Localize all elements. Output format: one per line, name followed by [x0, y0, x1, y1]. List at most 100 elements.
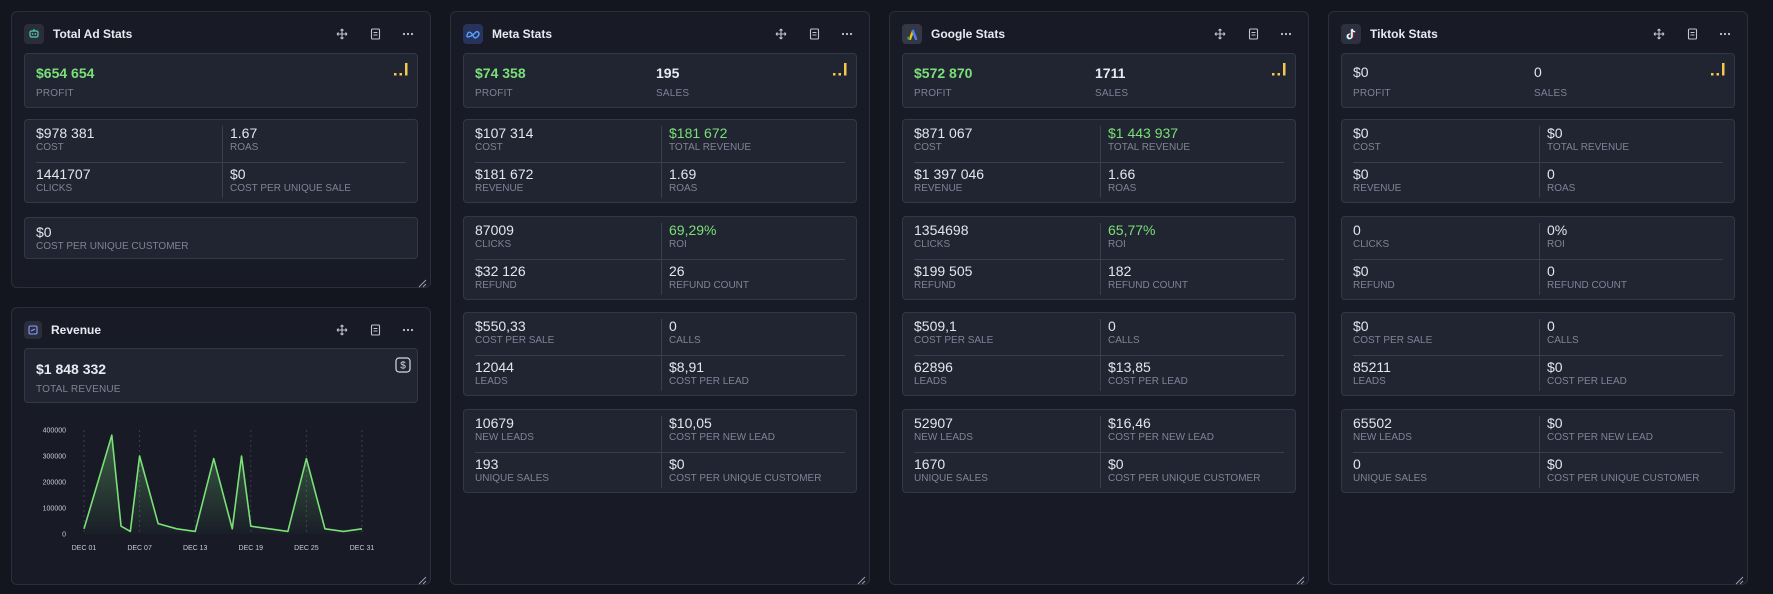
profit-label: PROFIT	[914, 88, 952, 99]
more-icon[interactable]	[1276, 24, 1296, 44]
stat-label: REFUND COUNT	[1108, 280, 1188, 291]
stat-label: REFUND COUNT	[1547, 280, 1627, 291]
x-tick-label: DEC 31	[350, 545, 375, 550]
stat-value: $0	[1353, 166, 1369, 182]
stat-value: 0	[1353, 222, 1361, 238]
more-icon[interactable]	[398, 24, 418, 44]
revenue-chart: 0 100000 200000 300000 400000 DEC 01 DEC 07 DEC…	[43, 428, 375, 551]
panel-header: Tiktok Stats	[1341, 22, 1735, 46]
panel-title: Tiktok Stats	[1370, 27, 1438, 41]
resize-handle-icon[interactable]	[418, 572, 427, 585]
stat-label: COST PER SALE	[475, 335, 555, 346]
stat-label: ROI	[669, 239, 687, 250]
stat-label: CALLS	[669, 335, 701, 346]
document-icon[interactable]	[1243, 24, 1263, 44]
stat-value: $0	[1547, 359, 1563, 375]
stats-card: 52907 NEW LEADS $16,46 COST PER NEW LEAD 167…	[902, 409, 1296, 493]
stat-label: COST PER UNIQUE CUSTOMER	[1108, 473, 1261, 484]
cost-per-unique-customer-label: COST PER UNIQUE CUSTOMER	[36, 241, 189, 252]
stat-label: CLICKS	[1353, 239, 1390, 250]
panel-header: Total Ad Stats	[24, 22, 418, 46]
profit-card: $654 654 PROFIT	[24, 53, 418, 108]
stat-label: ROAS	[1108, 183, 1137, 194]
stats-card: 1354698 CLICKS 65,77% ROI $199 505 REFUND 182 R…	[902, 216, 1296, 300]
dollar-icon: $	[395, 357, 411, 378]
more-icon[interactable]	[1715, 24, 1735, 44]
divider	[1353, 355, 1723, 356]
document-icon[interactable]	[365, 320, 385, 340]
cost-per-unique-sale-label: COST PER UNIQUE SALE	[230, 183, 351, 194]
y-tick-label: 100000	[43, 506, 66, 513]
profit-sales-card: $0 PROFIT 0 SALES	[1341, 53, 1735, 108]
move-icon[interactable]	[332, 24, 352, 44]
stat-value: 10679	[475, 415, 514, 431]
panel-title: Total Ad Stats	[53, 27, 133, 41]
stat-label: UNIQUE SALES	[914, 473, 988, 484]
stat-label: COST PER NEW LEAD	[1108, 432, 1214, 443]
google-ads-logo-icon	[902, 24, 922, 44]
stat-label: COST PER LEAD	[669, 376, 749, 387]
sales-label: SALES	[1095, 88, 1129, 99]
document-icon[interactable]	[804, 24, 824, 44]
divider	[475, 259, 845, 260]
profit-value: $0	[1353, 64, 1369, 80]
stat-label: ROAS	[669, 183, 698, 194]
cost-value: $978 381	[36, 125, 95, 141]
divider	[475, 355, 845, 356]
profit-value: $74 358	[475, 65, 526, 81]
profit-label: PROFIT	[36, 88, 74, 99]
profit-value: $572 870	[914, 65, 973, 81]
more-icon[interactable]	[837, 24, 857, 44]
stat-value: $16,46	[1108, 415, 1151, 431]
stat-value: $1 397 046	[914, 166, 985, 182]
profit-sales-card: $572 870 PROFIT 1711 SALES	[902, 53, 1296, 108]
stat-label: COST PER NEW LEAD	[1547, 432, 1653, 443]
resize-handle-icon[interactable]	[1296, 572, 1305, 585]
stat-value: 0	[1547, 166, 1555, 182]
stat-label: UNIQUE SALES	[475, 473, 549, 484]
stat-value: 0	[1353, 456, 1361, 472]
panel-header: Meta Stats	[463, 22, 857, 46]
clicks-value: 1441707	[36, 166, 91, 182]
resize-handle-icon[interactable]	[857, 572, 866, 585]
signal-icon	[1271, 62, 1287, 81]
more-icon[interactable]	[398, 320, 418, 340]
move-icon[interactable]	[771, 24, 791, 44]
stat-label: UNIQUE SALES	[1353, 473, 1427, 484]
y-tick-label: 0	[62, 532, 66, 539]
stat-label: TOTAL REVENUE	[669, 142, 752, 153]
stat-label: COST PER NEW LEAD	[669, 432, 775, 443]
robot-icon	[24, 24, 44, 44]
total-revenue-label: TOTAL REVENUE	[36, 384, 121, 395]
stat-value: $0	[1547, 125, 1563, 141]
stat-value: $0	[1353, 263, 1369, 279]
move-icon[interactable]	[1210, 24, 1230, 44]
revenue-area	[84, 435, 362, 534]
stat-label: TOTAL REVENUE	[1108, 142, 1191, 153]
move-icon[interactable]	[1649, 24, 1669, 44]
stat-label: CLICKS	[914, 239, 951, 250]
document-icon[interactable]	[365, 24, 385, 44]
move-icon[interactable]	[332, 320, 352, 340]
document-icon[interactable]	[1682, 24, 1702, 44]
panel-title: Google Stats	[931, 27, 1006, 41]
stat-value: $0	[1108, 456, 1124, 472]
signal-icon	[832, 62, 848, 81]
x-tick-label: DEC 19	[239, 545, 264, 550]
stat-value: $181 672	[669, 125, 728, 141]
stat-label: COST	[914, 142, 942, 153]
stat-label: COST PER SALE	[914, 335, 994, 346]
stat-label: REFUND COUNT	[669, 280, 749, 291]
stat-value: $199 505	[914, 263, 973, 279]
chart-icon	[24, 321, 42, 339]
revenue-panel: Revenue $1 848 332 TOTAL REVENUE $ 0 1000…	[11, 307, 431, 585]
stat-value: 69,29%	[669, 222, 717, 238]
stat-label: ROAS	[1547, 183, 1576, 194]
stat-label: REVENUE	[914, 183, 963, 194]
divider	[1353, 259, 1723, 260]
stat-value: 0%	[1547, 222, 1568, 238]
resize-handle-icon[interactable]	[418, 275, 427, 288]
resize-handle-icon[interactable]	[1735, 572, 1744, 585]
stat-label: COST PER UNIQUE CUSTOMER	[1547, 473, 1700, 484]
stats-card: 0 CLICKS 0% ROI $0 REFUND 0 REFUND COUNT	[1341, 216, 1735, 300]
